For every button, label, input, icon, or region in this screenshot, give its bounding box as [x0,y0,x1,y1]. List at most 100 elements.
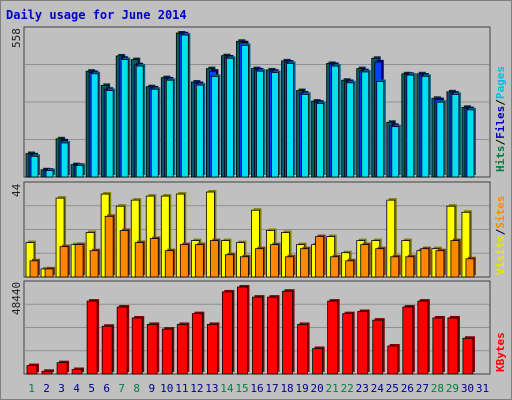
bar-pages-14 [226,57,234,178]
bar-kbytes-2 [41,370,53,375]
bar-pages-1 [30,155,39,178]
bar-sites-7 [119,230,129,278]
bar-sites-16 [255,248,264,278]
x-label-4: 4 [73,382,80,395]
bar-sites-15 [240,256,249,278]
bar-kbytes-2-shadow [44,369,55,372]
bar-sites-2 [44,268,54,278]
bar-sites-5 [89,250,99,278]
bar-kbytes-12 [191,313,203,375]
bar-pages-28 [436,101,445,178]
bar-sites-1 [29,260,39,278]
bar-kbytes-26 [402,306,414,375]
bar-sites-6 [104,215,114,278]
bar-sites-3 [59,246,69,278]
bar-kbytes-15 [237,286,248,375]
bar-kbytes-28 [432,317,444,375]
bar-pages-12 [195,84,204,178]
bar-pages-17 [271,72,279,178]
x-label-17: 17 [265,382,279,395]
bar-pages-30 [466,109,475,178]
bar-pages-4 [75,164,84,178]
bar-kbytes-10 [161,328,173,375]
bar-pages-8 [135,65,144,178]
bar-sites-25 [390,256,400,278]
bar-pages-6 [105,90,114,178]
x-label-11: 11 [175,382,189,395]
bar-pages-15 [241,44,249,178]
bar-sites-8 [134,242,144,278]
bar-pages-11 [180,34,189,178]
bar-kbytes-21 [327,300,339,375]
bar-kbytes-20 [312,348,324,375]
x-label-3: 3 [58,382,65,395]
x-label-30: 30 [460,382,475,395]
bar-pages-2 [45,170,54,178]
bar-pages-3 [60,142,69,178]
x-label-16: 16 [250,382,264,395]
bar-kbytes-29 [447,317,459,375]
bar-kbytes-16 [252,296,263,375]
chart-title: Daily usage for June 2014 [6,8,187,22]
bar-kbytes-1 [26,365,38,375]
x-label-25: 25 [385,382,399,395]
bar-kbytes-5 [86,300,98,375]
bar-sites-12 [194,244,204,278]
x-label-7: 7 [118,382,126,395]
x-label-13: 13 [205,382,219,395]
bar-sites-26 [405,256,415,278]
bar-pages-29 [451,94,460,178]
bar-sites-30 [465,258,475,278]
bar-sites-20 [315,236,325,278]
x-label-28: 28 [430,382,444,395]
x-label-8: 8 [133,382,141,395]
x-label-26: 26 [400,382,414,395]
bar-kbytes-13 [206,324,218,375]
x-label-9: 9 [148,382,156,395]
bar-pages-9 [150,88,159,178]
x-label-29: 29 [445,382,460,395]
bar-kbytes-30 [462,337,474,375]
bar-pages-20 [316,103,325,178]
bar-sites-10 [164,250,174,278]
bar-pages-24 [376,81,385,178]
bar-kbytes-11 [176,324,188,375]
x-label-12: 12 [190,382,204,395]
bar-pages-25 [391,126,400,178]
x-label-20: 20 [310,382,324,395]
bar-sites-24 [375,248,385,278]
bar-kbytes-18 [282,290,293,375]
bar-kbytes-9 [146,324,158,375]
bar-pages-26 [406,74,415,178]
bar-sites-13 [209,240,219,278]
bar-kbytes-27 [417,300,429,375]
bar-pages-22 [346,82,355,178]
bar-kbytes-8 [131,317,143,375]
x-label-21: 21 [325,382,339,395]
bar-sites-19 [300,248,309,278]
bar-kbytes-24 [372,319,384,375]
bar-kbytes-14 [222,291,233,375]
x-label-24: 24 [370,382,384,395]
x-label-27: 27 [415,382,429,395]
bar-sites-27 [420,248,430,278]
bar-sites-23 [360,244,370,278]
bar-kbytes-22 [342,313,354,375]
bar-pages-7 [120,59,129,178]
bar-pages-13 [210,75,219,178]
x-label-6: 6 [103,382,110,395]
x-label-31: 31 [475,382,490,395]
bar-sites-9 [149,238,159,278]
x-label-23: 23 [355,382,369,395]
x-label-15: 15 [235,382,249,395]
x-label-5: 5 [88,382,95,395]
bar-sites-21 [330,256,340,278]
bar-kbytes-4 [71,369,83,375]
x-label-22: 22 [340,382,354,395]
bar-sites-22 [345,260,355,278]
x-label-14: 14 [220,382,234,395]
bar-sites-28 [435,250,445,278]
bar-sites-4 [74,244,84,278]
bar-sites-18 [285,256,294,278]
